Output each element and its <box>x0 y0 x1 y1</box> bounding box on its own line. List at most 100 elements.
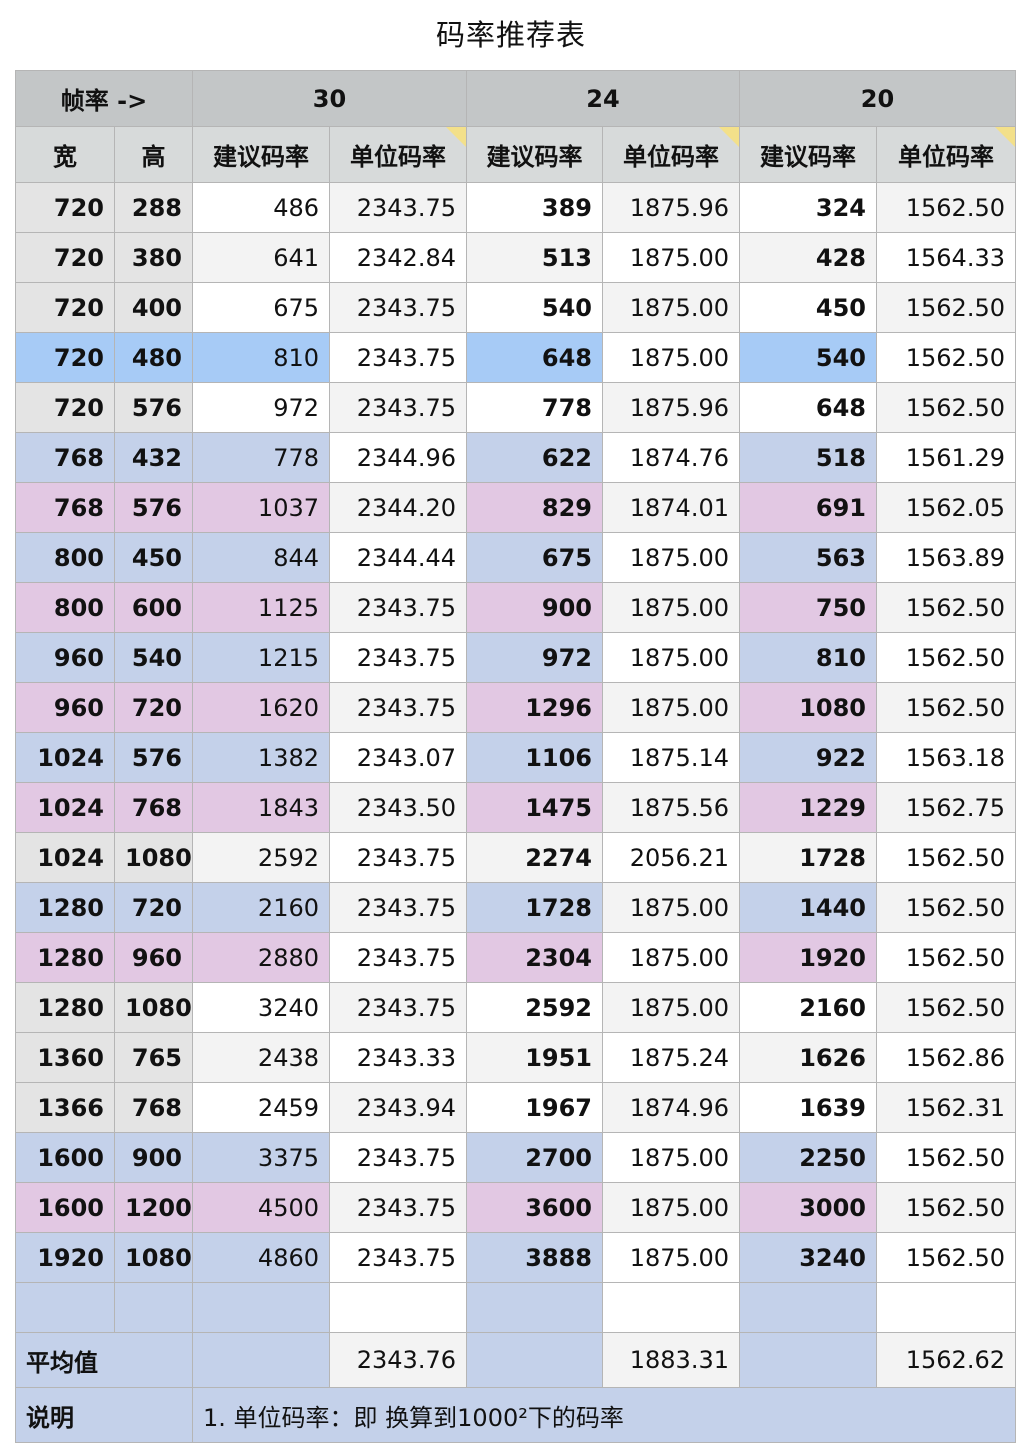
height-cell: 576 <box>114 732 193 783</box>
table-row: 720 576 972 2343.75 778 1875.96 648 1562.50 <box>15 382 1016 433</box>
table-body: 720 288 486 2343.75 389 1875.96 324 1562.50 720 3… <box>15 182 1016 1443</box>
bitrate-table: 帧率 -> 30 24 20 宽 高 建议码率 单位码率 建议码率 单位码率 建… <box>15 70 1016 1443</box>
width-cell: 1920 <box>15 1232 115 1283</box>
unit-30-cell: 2343.75 <box>329 682 467 733</box>
suggested-24-cell: 1296 <box>466 682 603 733</box>
unit-24-cell: 1875.00 <box>602 332 740 383</box>
unit-30-cell: 2343.75 <box>329 1132 467 1183</box>
height-cell: 576 <box>114 382 193 433</box>
suggested-20-cell: 324 <box>739 182 877 233</box>
unit-24-cell: 1875.00 <box>602 1182 740 1233</box>
width-cell: 768 <box>15 432 115 483</box>
suggested-24-cell: 900 <box>466 582 603 633</box>
unit-20-cell: 1563.18 <box>876 732 1016 783</box>
unit-30-cell: 2343.75 <box>329 282 467 333</box>
suggested-20-cell: 1920 <box>739 932 877 983</box>
unit-24-cell: 1875.00 <box>602 932 740 983</box>
suggested-30-cell: 810 <box>192 332 330 383</box>
suggested-30-cell: 778 <box>192 432 330 483</box>
unit-24-cell: 2056.21 <box>602 832 740 883</box>
height-cell: 1080 <box>114 982 193 1033</box>
table-row: 720 288 486 2343.75 389 1875.96 324 1562.50 <box>15 182 1016 233</box>
height-cell: 450 <box>114 532 193 583</box>
blank-cell <box>739 1332 877 1388</box>
height-cell: 1080 <box>114 1232 193 1283</box>
unit-20-cell: 1562.50 <box>876 982 1016 1033</box>
table-row: 768 432 778 2344.96 622 1874.76 518 1561.29 <box>15 432 1016 483</box>
suggested-24-cell: 513 <box>466 232 603 283</box>
average-unit-30: 2343.76 <box>329 1332 467 1388</box>
suggested-24-cell: 3600 <box>466 1182 603 1233</box>
table-row: 1280 960 2880 2343.75 2304 1875.00 1920 1562.50 <box>15 932 1016 983</box>
blank-cell <box>114 1282 193 1333</box>
suggested-24-cell: 2304 <box>466 932 603 983</box>
unit-20-cell: 1562.50 <box>876 382 1016 433</box>
suggested-30-cell: 1125 <box>192 582 330 633</box>
suggested-20-cell: 3000 <box>739 1182 877 1233</box>
table-row: 800 450 844 2344.44 675 1875.00 563 1563.89 <box>15 532 1016 583</box>
unit-24-cell: 1874.01 <box>602 482 740 533</box>
width-cell: 1280 <box>15 982 115 1033</box>
suggested-24-cell: 2700 <box>466 1132 603 1183</box>
suggested-20-cell: 2250 <box>739 1132 877 1183</box>
unit-30-cell: 2343.75 <box>329 332 467 383</box>
width-cell: 1280 <box>15 882 115 933</box>
width-cell: 1024 <box>15 832 115 883</box>
suggested-30-header: 建议码率 <box>192 126 330 183</box>
unit-30-cell: 2344.44 <box>329 532 467 583</box>
width-cell: 720 <box>15 282 115 333</box>
unit-24-cell: 1875.00 <box>602 632 740 683</box>
suggested-20-cell: 750 <box>739 582 877 633</box>
unit-20-cell: 1562.50 <box>876 582 1016 633</box>
unit-20-cell: 1562.50 <box>876 632 1016 683</box>
suggested-24-cell: 648 <box>466 332 603 383</box>
table-row: 1600 1200 4500 2343.75 3600 1875.00 3000 1562.5… <box>15 1182 1016 1233</box>
unit-30-cell: 2342.84 <box>329 232 467 283</box>
blank-cell <box>329 1282 467 1333</box>
suggested-30-cell: 3240 <box>192 982 330 1033</box>
width-cell: 960 <box>15 682 115 733</box>
unit-20-cell: 1562.50 <box>876 1132 1016 1183</box>
height-cell: 432 <box>114 432 193 483</box>
suggested-20-cell: 1728 <box>739 832 877 883</box>
suggested-30-cell: 972 <box>192 382 330 433</box>
fps-24-header: 24 <box>466 70 740 127</box>
width-cell: 720 <box>15 382 115 433</box>
table-row: 1024 768 1843 2343.50 1475 1875.56 1229 1562.75 <box>15 782 1016 833</box>
table-row: 720 480 810 2343.75 648 1875.00 540 1562.50 <box>15 332 1016 383</box>
table-row: 1600 900 3375 2343.75 2700 1875.00 2250 1562.50 <box>15 1132 1016 1183</box>
suggested-24-cell: 1967 <box>466 1082 603 1133</box>
suggested-24-cell: 1475 <box>466 782 603 833</box>
suggested-30-cell: 2160 <box>192 882 330 933</box>
height-cell: 1080 <box>114 832 193 883</box>
unit-20-cell: 1564.33 <box>876 232 1016 283</box>
unit-20-cell: 1562.31 <box>876 1082 1016 1133</box>
suggested-30-cell: 2592 <box>192 832 330 883</box>
note-row: 说明 1. 单位码率：即 换算到1000²下的码率 <box>15 1387 1016 1443</box>
suggested-30-cell: 4500 <box>192 1182 330 1233</box>
unit-24-cell: 1874.96 <box>602 1082 740 1133</box>
suggested-24-cell: 2592 <box>466 982 603 1033</box>
width-cell: 720 <box>15 232 115 283</box>
width-cell: 1366 <box>15 1082 115 1133</box>
unit-24-cell: 1874.76 <box>602 432 740 483</box>
blank-row <box>15 1282 1016 1333</box>
height-cell: 765 <box>114 1032 193 1083</box>
unit-24-header: 单位码率 <box>602 126 740 183</box>
height-cell: 1200 <box>114 1182 193 1233</box>
suggested-30-cell: 1620 <box>192 682 330 733</box>
suggested-24-header: 建议码率 <box>466 126 603 183</box>
suggested-20-cell: 648 <box>739 382 877 433</box>
suggested-24-cell: 972 <box>466 632 603 683</box>
height-cell: 768 <box>114 782 193 833</box>
suggested-20-cell: 518 <box>739 432 877 483</box>
unit-30-cell: 2343.33 <box>329 1032 467 1083</box>
suggested-30-cell: 3375 <box>192 1132 330 1183</box>
width-cell: 800 <box>15 582 115 633</box>
width-cell: 720 <box>15 182 115 233</box>
suggested-30-cell: 1382 <box>192 732 330 783</box>
unit-20-header: 单位码率 <box>876 126 1016 183</box>
suggested-20-cell: 450 <box>739 282 877 333</box>
height-header: 高 <box>114 126 193 183</box>
fps-20-header: 20 <box>739 70 1016 127</box>
